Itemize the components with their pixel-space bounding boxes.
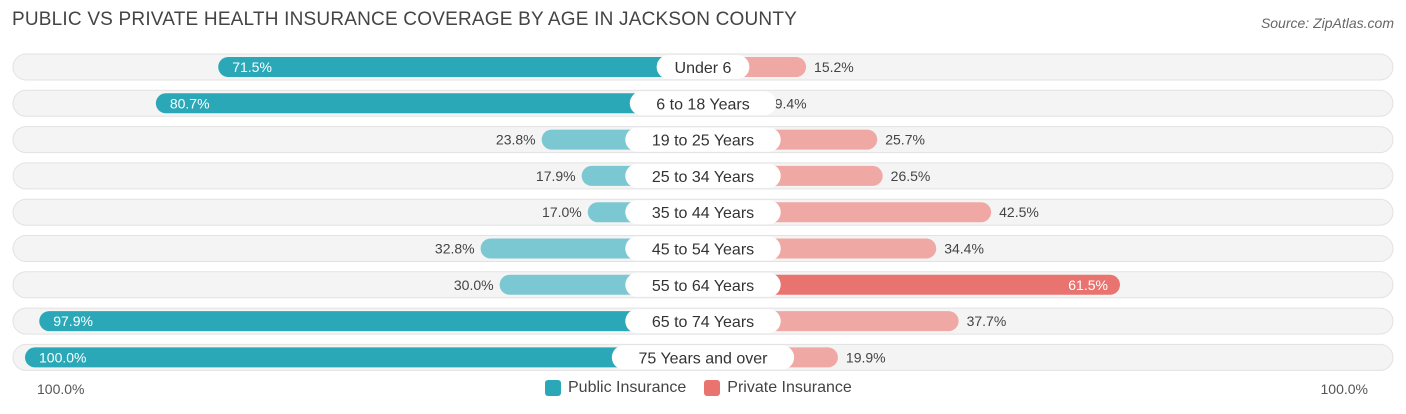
data-label-public: 32.8%: [435, 241, 475, 257]
bar-public: [39, 311, 704, 332]
data-label-public: 71.5%: [232, 59, 272, 75]
category-label: 45 to 54 Years: [652, 242, 754, 259]
category-pill: [625, 163, 781, 188]
bar-public: [25, 347, 703, 368]
category-pill: [611, 345, 795, 370]
data-label-public: 23.8%: [496, 132, 536, 148]
data-label-public: 100.0%: [39, 349, 86, 365]
category-label: 19 to 25 Years: [652, 133, 754, 150]
bar-public: [218, 57, 704, 77]
data-label-private: 61.5%: [1068, 277, 1108, 293]
diverging-bar-chart: 71.5% 15.2% Under 6 80.7% 9.4% 6 to 18 Years 2…: [12, 53, 1394, 371]
data-label-private: 25.7%: [885, 132, 925, 148]
category-pill: [629, 91, 777, 116]
category-label: 55 to 64 Years: [652, 278, 754, 295]
source-attribution: Source: ZipAtlas.com: [1260, 15, 1394, 31]
category-pill: [625, 272, 781, 297]
category-pill: [625, 200, 781, 225]
data-label-private: 34.4%: [944, 241, 984, 257]
chart-title: PUBLIC VS PRIVATE HEALTH INSURANCE COVER…: [12, 9, 798, 30]
data-label-private: 15.2%: [814, 59, 854, 75]
data-label-public: 17.0%: [542, 204, 582, 220]
legend: Public Insurance Private Insurance: [545, 379, 870, 397]
legend-label-public: Public Insurance: [568, 379, 687, 396]
bar-private: [703, 274, 1120, 295]
data-label-public: 30.0%: [454, 277, 494, 293]
data-label-private: 42.5%: [999, 204, 1039, 220]
category-pill: [656, 55, 750, 79]
category-label: 25 to 34 Years: [652, 169, 754, 186]
category-label: 65 to 74 Years: [652, 314, 754, 331]
bar-public: [155, 93, 703, 114]
legend-label-private: Private Insurance: [727, 379, 852, 396]
category-label: 35 to 44 Years: [652, 205, 754, 222]
category-pill: [625, 236, 781, 261]
data-label-private: 37.7%: [967, 313, 1007, 329]
legend-item-public: Public Insurance: [545, 379, 686, 397]
category-pill: [625, 127, 781, 152]
legend-item-private: Private Insurance: [704, 379, 852, 397]
category-label: 6 to 18 Years: [656, 96, 749, 113]
category-label: 75 Years and over: [639, 350, 769, 367]
data-label-private: 19.9%: [846, 349, 886, 365]
axis-right-label: 100.0%: [1320, 381, 1368, 397]
data-label-private: 26.5%: [891, 168, 931, 184]
data-label-public: 80.7%: [170, 95, 210, 111]
axis-left-label: 100.0%: [37, 381, 85, 397]
data-label-private: 9.4%: [775, 95, 807, 111]
legend-swatch-private: [704, 380, 721, 396]
category-label: Under 6: [675, 60, 732, 77]
category-pill: [625, 309, 781, 334]
legend-swatch-public: [545, 380, 561, 396]
data-label-public: 97.9%: [53, 313, 93, 329]
data-label-public: 17.9%: [536, 168, 576, 184]
